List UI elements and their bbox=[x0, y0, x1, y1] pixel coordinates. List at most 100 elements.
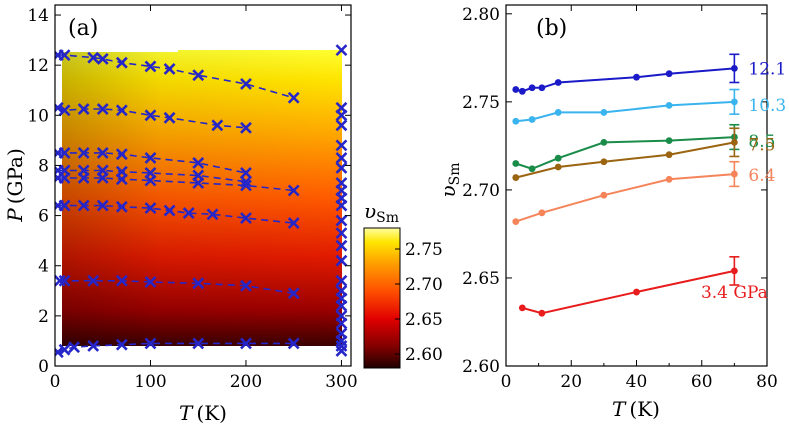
colorbar-tick-label: 2.70 bbox=[405, 275, 443, 295]
marker-stroke bbox=[240, 279, 252, 292]
data-point-x-marker bbox=[240, 78, 252, 90]
y-tick-label: 2.65 bbox=[462, 269, 500, 289]
colorbar-label: υSm bbox=[364, 199, 399, 226]
marker-stroke bbox=[163, 63, 176, 75]
marker-stroke bbox=[77, 146, 90, 159]
data-point bbox=[512, 86, 520, 93]
marker-stroke bbox=[55, 274, 66, 287]
data-point bbox=[554, 79, 562, 86]
colorbar-gradient bbox=[363, 227, 401, 369]
marker-stroke bbox=[58, 104, 71, 117]
marker-stroke bbox=[335, 109, 348, 122]
heatmap-series-layer bbox=[55, 44, 348, 359]
data-point-x-marker bbox=[335, 274, 348, 287]
marker-stroke bbox=[58, 199, 71, 212]
data-point-x-marker bbox=[240, 179, 252, 192]
data-point-x-marker bbox=[335, 139, 348, 152]
data-point-x-marker bbox=[192, 169, 205, 182]
data-point bbox=[633, 73, 640, 81]
marker-stroke bbox=[163, 111, 176, 124]
data-point-x-marker bbox=[240, 121, 252, 134]
data-point-x-marker bbox=[240, 167, 252, 179]
data-point bbox=[538, 84, 546, 92]
marker-stroke bbox=[240, 212, 252, 225]
series-line-3.4-GPa bbox=[522, 269, 735, 315]
series-line-3.4-GPa bbox=[59, 279, 294, 295]
x-tick-label: 80 bbox=[756, 372, 778, 392]
data-point bbox=[665, 70, 673, 78]
data-point-x-marker bbox=[77, 199, 90, 212]
marker-stroke bbox=[335, 317, 348, 330]
data-point bbox=[600, 158, 608, 166]
colorbar-tick-label: 2.75 bbox=[405, 240, 443, 260]
x-tick-label: 100 bbox=[134, 372, 166, 392]
data-point bbox=[600, 138, 608, 146]
series-label: 8.5 bbox=[748, 132, 775, 152]
data-point-x-marker bbox=[77, 103, 90, 115]
data-point bbox=[600, 191, 608, 199]
data-point-x-marker bbox=[192, 277, 205, 290]
data-point-x-marker bbox=[55, 274, 66, 287]
panel-b-series-layer: 12.1 10.3 8.57.5 6.4 3.4 GPa bbox=[512, 53, 786, 317]
marker-stroke bbox=[335, 214, 348, 227]
data-point-x-marker bbox=[240, 212, 252, 225]
y-tick-label: 6 bbox=[38, 207, 49, 227]
marker-stroke bbox=[335, 345, 348, 357]
data-point-x-marker bbox=[58, 146, 71, 159]
marker-stroke bbox=[77, 199, 90, 212]
data-point-x-marker bbox=[163, 111, 176, 124]
data-point bbox=[665, 101, 673, 109]
marker-stroke bbox=[192, 169, 205, 182]
data-point-x-marker bbox=[58, 104, 71, 117]
data-point-x-marker bbox=[115, 148, 128, 161]
marker-stroke bbox=[96, 146, 109, 159]
marker-stroke bbox=[335, 239, 348, 252]
data-point-x-marker bbox=[55, 101, 64, 114]
marker-stroke bbox=[58, 274, 71, 287]
data-point-x-marker bbox=[335, 119, 348, 132]
data-point bbox=[633, 288, 640, 296]
marker-stroke bbox=[55, 101, 64, 113]
data-point bbox=[554, 163, 562, 171]
marker-stroke bbox=[240, 167, 252, 179]
series-label: 10.3 bbox=[748, 96, 786, 116]
y-tick-label: 12 bbox=[27, 56, 49, 76]
marker-stroke bbox=[335, 227, 348, 240]
data-point-x-marker bbox=[144, 152, 157, 164]
data-point-x-marker bbox=[287, 91, 300, 104]
data-point-x-marker bbox=[287, 184, 300, 197]
panel-b-axes: 0 20 40 60 80 2.60 2.65 2.70 2.75 2.80 bbox=[462, 5, 778, 392]
panel-b-ylabel: υSm bbox=[436, 162, 463, 197]
colorbar-ticks: 2.60 2.65 2.70 2.75 bbox=[395, 240, 443, 365]
colorbar-tick-label: 2.60 bbox=[405, 345, 443, 365]
x-tick-label: 0 bbox=[50, 372, 61, 392]
marker-stroke bbox=[58, 49, 71, 62]
data-point-x-marker bbox=[192, 337, 205, 350]
x-tick-label: 40 bbox=[626, 372, 648, 392]
data-point-x-marker bbox=[144, 337, 157, 350]
data-point-x-marker bbox=[96, 164, 109, 177]
marker-stroke bbox=[77, 103, 90, 115]
x-tick-label: 0 bbox=[501, 372, 512, 392]
data-point bbox=[600, 109, 608, 116]
data-point-x-marker bbox=[335, 152, 348, 164]
data-point-x-marker bbox=[335, 214, 348, 227]
data-point-x-marker bbox=[335, 109, 348, 122]
y-tick-label: 2.70 bbox=[462, 181, 500, 201]
y-tick-label: 8 bbox=[38, 156, 49, 176]
data-point-x-marker bbox=[96, 146, 109, 159]
series-line-10.3 bbox=[515, 100, 735, 123]
y-tick-label: 0 bbox=[38, 357, 49, 377]
marker-stroke bbox=[163, 204, 176, 217]
data-point bbox=[665, 151, 673, 159]
data-point-x-marker bbox=[144, 60, 157, 73]
data-point bbox=[518, 87, 526, 95]
data-point bbox=[512, 117, 520, 125]
data-point-x-marker bbox=[115, 56, 128, 69]
data-point bbox=[665, 175, 673, 183]
data-point-x-marker bbox=[192, 157, 205, 169]
series-line-7.5 bbox=[515, 141, 735, 179]
data-point bbox=[538, 209, 546, 217]
data-point bbox=[512, 174, 520, 181]
